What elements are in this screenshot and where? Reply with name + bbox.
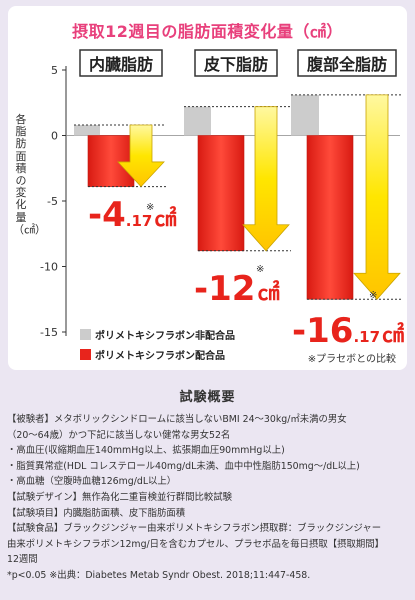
summary-line: （20〜64歳）かつ下記に該当しない健常な男女52名 [7, 429, 231, 441]
summary-title: 試験概要 [179, 390, 236, 405]
summary-line: ・高血圧(収縮期血圧140mmHg以上、拡張期血圧90mmHg以上) [7, 445, 285, 457]
bar-non-formulated [74, 125, 100, 136]
summary-line: ・高血糖（空腹時血糖126mg/dL以上） [7, 476, 177, 488]
legend-label: ポリメトキシフラボン配合品 [95, 349, 225, 362]
legend-swatch [80, 349, 91, 360]
significance-mark: ※ [146, 202, 154, 213]
summary-line: 由来ポリメトキシフラボン12mg/日を含むカプセル、プラセボ品を毎日摂取【摂取期… [7, 538, 385, 550]
bar-formulated [306, 135, 354, 300]
bar-formulated [87, 135, 135, 187]
bar-non-formulated [184, 106, 211, 136]
summary-line: 12週間 [7, 554, 38, 566]
y-tick-label: -5 [47, 195, 58, 208]
legend-swatch [80, 329, 91, 340]
difference-label: -4.17㎠ [88, 195, 176, 235]
significance-mark: ※ [256, 264, 264, 275]
bar-formulated [197, 135, 245, 252]
footnote: ※プラセボとの比較 [308, 352, 396, 365]
y-axis-label: 各脂肪面積の変化量（㎠） [13, 113, 46, 236]
category-label: 腹部全脂肪 [307, 55, 387, 74]
y-tick-label: 0 [51, 130, 58, 143]
difference-label: -12㎠ [194, 269, 279, 309]
difference-label: -16.17㎠ [292, 311, 404, 351]
category-label: 皮下脂肪 [203, 55, 268, 74]
difference-arrow [242, 106, 290, 252]
y-tick-label: -15 [40, 326, 58, 339]
bar-non-formulated [291, 94, 319, 136]
category-label-box [79, 49, 163, 77]
summary-line: ・脂質異常症(HDL コレステロール40mg/dL未満、血中中性脂肪150mg〜… [7, 460, 360, 472]
legend-label: ポリメトキシフラボン非配合品 [95, 329, 235, 342]
summary-line: 【試験食品】ブラックジンジャー由来ポリメトキシフラボン摂取群：ブラックジンジャー [7, 523, 382, 535]
summary-line: 【被験者】メタボリックシンドロームに該当しないBMI 24〜30kg/㎡未満の男… [7, 414, 347, 425]
difference-arrow [117, 124, 165, 188]
significance-mark: ※ [369, 290, 377, 301]
summary-line: 【試験デザイン】無作為化二重盲検並行群間比較試験 [7, 491, 233, 503]
difference-arrow [353, 94, 401, 300]
category-label-box [297, 49, 397, 77]
y-tick-label: -10 [40, 261, 58, 274]
summary-line: *p<0.05 ※出典：Diabetes Metab Syndr Obest. … [7, 569, 311, 581]
summary-text: 【被験者】メタボリックシンドロームに該当しないBMI 24〜30kg/㎡未満の男… [7, 412, 410, 584]
category-label: 内臓脂肪 [89, 55, 153, 74]
category-label-box [194, 49, 278, 77]
y-tick-label: 5 [51, 64, 58, 77]
summary-line: 【試験項目】内臓脂肪面積、皮下脂肪面積 [7, 507, 186, 519]
chart-title: 摂取12週目の脂肪面積変化量（㎠） [72, 22, 343, 41]
